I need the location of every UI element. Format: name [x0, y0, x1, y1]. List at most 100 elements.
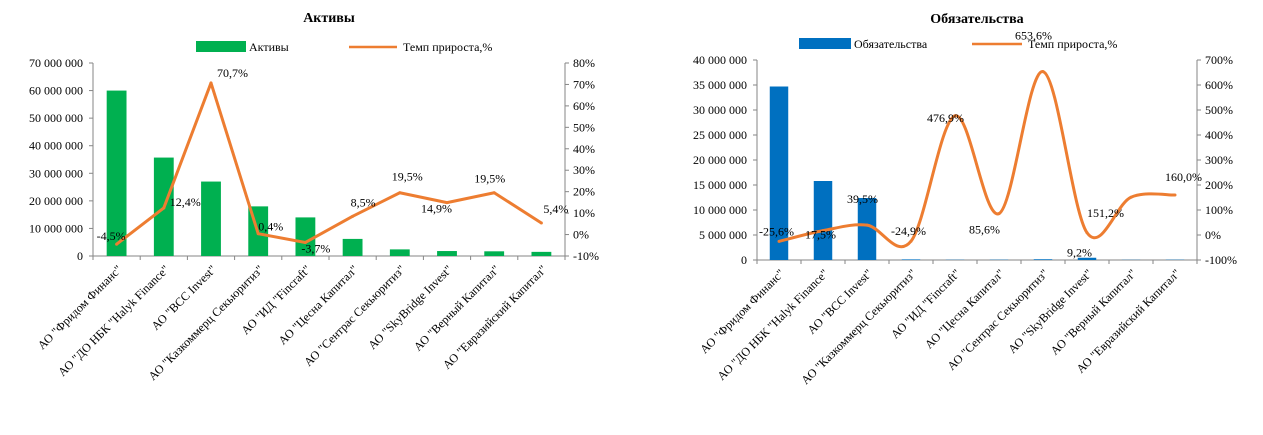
growth-point [1041, 70, 1045, 74]
chart-0: Активы Активы Темп прироста,% 0 10 000 000 20… [29, 11, 599, 383]
bar [437, 251, 457, 256]
bar [1077, 257, 1097, 260]
legend-label-line: Темп прироста,% [403, 40, 492, 54]
y-left-tick-label: 30 000 000 [693, 103, 747, 117]
y-right-tick-label: 200% [1205, 178, 1233, 192]
y-right-tick-label: 300% [1205, 153, 1233, 167]
x-tick-label: АО "SkyBridge Invest" [365, 262, 455, 352]
y-right-tick-label: 0% [1205, 228, 1221, 242]
growth-point [909, 239, 913, 243]
bar [295, 217, 316, 256]
growth-data-label: 0,4% [258, 220, 283, 234]
growth-data-label: 70,7% [217, 66, 248, 80]
legend-label-bar: Обязательства [854, 37, 928, 51]
growth-point [821, 229, 825, 233]
y-left-tick-label: 25 000 000 [693, 128, 747, 142]
y-right-tick-label: 50% [573, 120, 595, 134]
growth-data-label: 17,5% [805, 228, 836, 242]
y-left-tick-label: 20 000 000 [29, 194, 83, 208]
bar [1033, 259, 1053, 260]
bar [106, 90, 127, 256]
growth-point [539, 221, 543, 225]
x-tick-label: АО "Фридом Финанс" [697, 266, 787, 356]
y-left-tick-label: 50 000 000 [29, 111, 83, 125]
growth-data-label: 85,6% [969, 223, 1000, 237]
growth-point [997, 212, 1001, 216]
y-left-tick-label: 0 [741, 253, 747, 267]
x-tick-label: АО "Верный Капитал" [1048, 266, 1140, 358]
legend-label-bar: Активы [249, 40, 289, 54]
growth-data-label: -4,5% [97, 229, 126, 243]
growth-line [778, 70, 1176, 249]
growth-point [162, 206, 166, 210]
growth-point [865, 223, 869, 227]
growth-data-label: 19,5% [392, 170, 423, 184]
growth-point [351, 214, 355, 218]
growth-point [256, 232, 260, 236]
chart-title: Активы [303, 11, 355, 26]
chart-title: Обязательства [930, 12, 1023, 27]
growth-point [953, 114, 957, 118]
growth-point [398, 191, 402, 195]
y-left-tick-label: 60 000 000 [29, 84, 83, 98]
growth-data-label: 476,9% [927, 111, 964, 125]
growth-data-label: 9,2% [1067, 246, 1092, 260]
bar [901, 259, 921, 260]
y-left-tick-label: 70 000 000 [29, 56, 83, 70]
y-left-tick-label: 0 [77, 249, 83, 263]
y-left-tick-label: 35 000 000 [693, 78, 747, 92]
y-right-tick-label: 500% [1205, 103, 1233, 117]
y-right-tick-label: 70% [573, 77, 595, 91]
y-right-tick-label: 700% [1205, 53, 1233, 67]
y-right-tick-label: 600% [1205, 78, 1233, 92]
x-tick-label: АО "Цесна Капитал" [275, 262, 360, 347]
y-right-tick-label: -100% [1205, 253, 1237, 267]
growth-data-label: 8,5% [351, 195, 376, 209]
growth-data-label: 151,2% [1087, 206, 1124, 220]
bar [201, 181, 221, 256]
bar [857, 198, 877, 260]
x-tick-label: АО "Фридом Финанс" [35, 262, 125, 352]
y-right-tick-label: 100% [1205, 203, 1233, 217]
growth-data-label: -3,7% [301, 241, 330, 255]
y-right-tick-label: 40% [573, 142, 595, 156]
y-right-tick-label: 400% [1205, 128, 1233, 142]
y-left-tick-label: 5 000 000 [699, 228, 747, 242]
legend-swatch-bar [196, 41, 246, 52]
growth-point [209, 81, 213, 85]
bar [389, 249, 410, 256]
y-left-tick-label: 10 000 000 [29, 221, 83, 235]
bar [531, 251, 552, 256]
y-right-tick-label: -10% [573, 249, 599, 263]
growth-point [1129, 195, 1133, 199]
growth-data-label: -25,6% [759, 224, 794, 238]
growth-data-label: 12,4% [170, 195, 201, 209]
growth-data-label: 653,6% [1015, 29, 1052, 43]
y-left-tick-label: 40 000 000 [693, 53, 747, 67]
y-left-tick-label: 10 000 000 [693, 203, 747, 217]
growth-point [445, 201, 449, 205]
growth-data-label: 5,4% [543, 202, 568, 216]
y-right-tick-label: 80% [573, 56, 595, 70]
growth-data-label: -24,9% [891, 224, 926, 238]
growth-point [115, 242, 119, 246]
y-left-tick-label: 40 000 000 [29, 139, 83, 153]
growth-point [1085, 231, 1089, 235]
growth-data-label: 39,5% [847, 192, 878, 206]
y-left-tick-label: 15 000 000 [693, 178, 747, 192]
y-right-tick-label: 30% [573, 163, 595, 177]
x-tick-label: АО "SkyBridge Invest" [1005, 266, 1095, 356]
y-left-tick-label: 30 000 000 [29, 166, 83, 180]
growth-data-label: 160,0% [1165, 170, 1202, 184]
bar [484, 251, 505, 256]
bar [813, 181, 833, 260]
growth-data-label: 14,9% [421, 202, 452, 216]
bar [342, 238, 363, 256]
growth-point [1173, 193, 1177, 197]
legend-label-line: Темп прироста,% [1028, 37, 1117, 51]
x-tick-label: АО "Цесна Капитал" [922, 266, 1007, 351]
y-left-tick-label: 20 000 000 [693, 153, 747, 167]
